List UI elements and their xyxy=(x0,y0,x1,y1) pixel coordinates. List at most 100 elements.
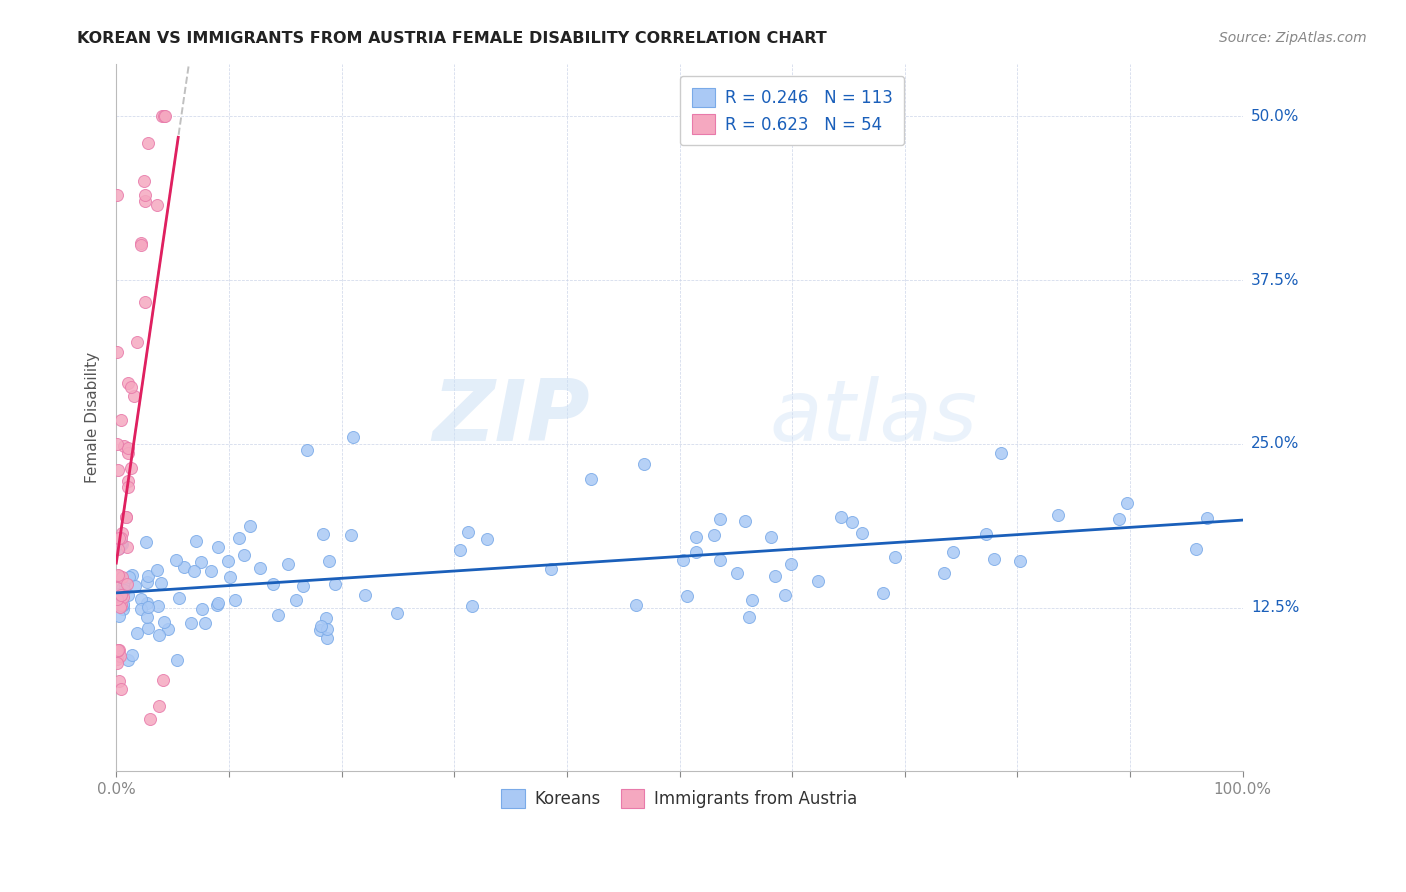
Point xyxy=(1185,541,1208,556)
Point xyxy=(112,601,135,615)
Point xyxy=(152,673,174,687)
Point xyxy=(763,569,786,583)
Point xyxy=(105,656,128,670)
Point xyxy=(110,412,132,426)
Y-axis label: Female Disability: Female Disability xyxy=(86,352,100,483)
Point xyxy=(107,463,129,477)
Point xyxy=(105,345,128,359)
Point xyxy=(725,566,748,581)
Point xyxy=(157,622,180,636)
Point xyxy=(224,592,246,607)
Point xyxy=(342,430,364,444)
Point xyxy=(134,295,156,310)
Point xyxy=(942,545,965,559)
Point xyxy=(851,525,873,540)
Point xyxy=(120,461,142,475)
Point xyxy=(112,583,135,598)
Point xyxy=(460,599,482,613)
Point xyxy=(173,559,195,574)
Point xyxy=(207,596,229,610)
Point xyxy=(129,236,152,251)
Point xyxy=(285,592,308,607)
Point xyxy=(339,528,361,542)
Point xyxy=(194,615,217,630)
Text: Source: ZipAtlas.com: Source: ZipAtlas.com xyxy=(1219,31,1367,45)
Point xyxy=(295,443,318,458)
Point xyxy=(107,542,129,557)
Point xyxy=(626,599,648,613)
Point xyxy=(239,518,262,533)
Point xyxy=(112,590,135,604)
Point xyxy=(117,653,139,667)
Text: 12.5%: 12.5% xyxy=(1251,600,1299,615)
Point xyxy=(107,567,129,582)
Point xyxy=(111,581,134,595)
Point xyxy=(112,439,135,453)
Point xyxy=(183,564,205,578)
Point xyxy=(291,579,314,593)
Point xyxy=(114,510,136,524)
Point xyxy=(146,599,169,613)
Point xyxy=(108,531,131,545)
Point xyxy=(136,574,159,589)
Point xyxy=(806,574,828,588)
Point xyxy=(685,545,707,559)
Point xyxy=(152,110,174,124)
Point xyxy=(709,512,731,526)
Point xyxy=(121,648,143,663)
Point xyxy=(117,540,139,554)
Point xyxy=(117,442,139,456)
Point xyxy=(773,588,796,602)
Point xyxy=(110,531,132,545)
Point xyxy=(325,577,347,591)
Point xyxy=(105,651,128,665)
Point xyxy=(830,510,852,524)
Point xyxy=(124,579,146,593)
Point xyxy=(672,553,695,567)
Point xyxy=(117,376,139,391)
Point xyxy=(266,608,288,623)
Point xyxy=(155,110,177,124)
Point xyxy=(122,389,145,403)
Point xyxy=(983,551,1005,566)
Point xyxy=(129,237,152,252)
Point xyxy=(105,188,128,202)
Point xyxy=(107,599,129,613)
Text: 50.0%: 50.0% xyxy=(1251,109,1299,124)
Point xyxy=(734,514,756,528)
Point xyxy=(353,588,375,602)
Point xyxy=(111,597,134,611)
Point xyxy=(841,515,863,529)
Point xyxy=(277,557,299,571)
Point xyxy=(125,626,148,640)
Point xyxy=(107,643,129,657)
Point xyxy=(228,531,250,545)
Point xyxy=(110,681,132,696)
Point xyxy=(112,574,135,589)
Point xyxy=(884,549,907,564)
Point xyxy=(166,653,188,667)
Point xyxy=(974,527,997,541)
Point xyxy=(148,698,170,713)
Point xyxy=(932,566,955,580)
Point xyxy=(107,642,129,657)
Point xyxy=(741,593,763,607)
Text: KOREAN VS IMMIGRANTS FROM AUSTRIA FEMALE DISABILITY CORRELATION CHART: KOREAN VS IMMIGRANTS FROM AUSTRIA FEMALE… xyxy=(77,31,827,46)
Point xyxy=(872,586,894,600)
Point xyxy=(145,563,167,577)
Point xyxy=(309,619,332,633)
Point xyxy=(105,437,128,451)
Point xyxy=(149,576,172,591)
Point xyxy=(107,673,129,688)
Point xyxy=(138,712,160,726)
Point xyxy=(990,446,1012,460)
Point xyxy=(738,609,761,624)
Point xyxy=(135,534,157,549)
Point xyxy=(115,576,138,591)
Point xyxy=(312,526,335,541)
Point xyxy=(205,599,228,613)
Legend: Koreans, Immigrants from Austria: Koreans, Immigrants from Austria xyxy=(494,780,866,816)
Point xyxy=(125,334,148,349)
Point xyxy=(316,631,339,645)
Point xyxy=(107,541,129,555)
